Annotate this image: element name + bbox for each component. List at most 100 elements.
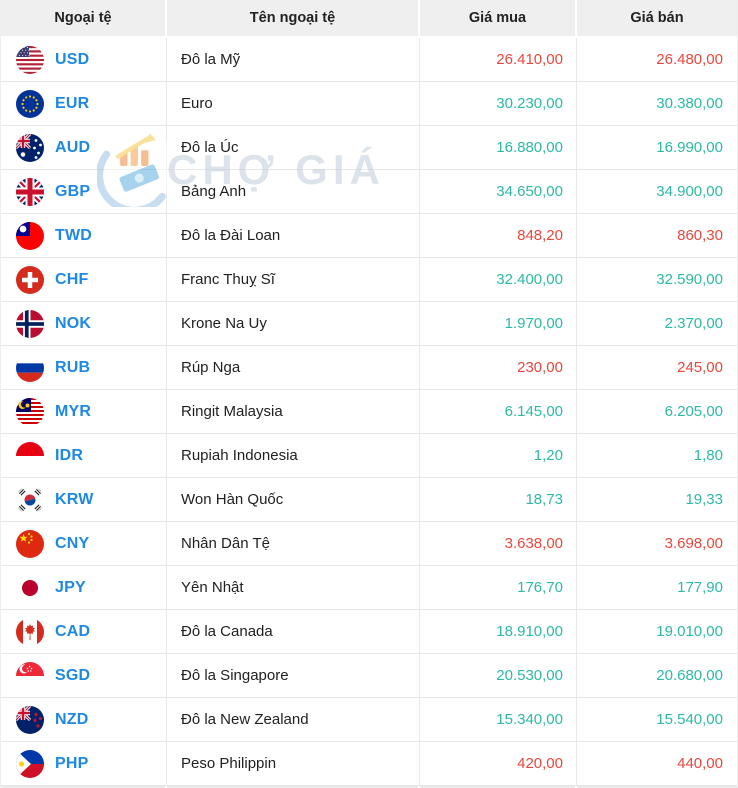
currency-cell: CNY <box>1 522 167 565</box>
currency-code[interactable]: RUB <box>55 358 91 376</box>
idr-flag-icon <box>16 441 44 470</box>
table-row: KRW Won Hàn Quốc 18,73 19,33 <box>1 478 737 522</box>
buy-price-cell: 230,00 <box>420 346 577 389</box>
currency-cell: TWD <box>1 214 167 257</box>
sell-price-cell: 20.680,00 <box>577 654 737 697</box>
buy-price: 6.145,00 <box>504 403 563 420</box>
buy-price-cell: 420,00 <box>420 742 577 785</box>
buy-price-cell: 176,70 <box>420 566 577 609</box>
currency-name: Krone Na Uy <box>181 315 267 332</box>
sell-price-cell: 32.590,00 <box>577 258 737 301</box>
currency-name: Yên Nhật <box>181 579 244 596</box>
currency-code[interactable]: TWD <box>55 226 93 244</box>
sell-price: 30.380,00 <box>656 95 723 112</box>
sell-price-cell: 6.205,00 <box>577 390 737 433</box>
currency-cell: MYR <box>1 390 167 433</box>
buy-price-cell: 18,73 <box>420 478 577 521</box>
table-row: SGD Đô la Singapore 20.530,00 20.680,00 <box>1 654 737 698</box>
buy-price: 848,20 <box>517 227 563 244</box>
currency-code[interactable]: AUD <box>55 138 91 156</box>
sell-price: 2.370,00 <box>664 315 723 332</box>
sell-price: 3.698,00 <box>664 535 723 552</box>
currency-code[interactable]: NZD <box>55 710 89 728</box>
currency-cell: GBP <box>1 170 167 213</box>
currency-code[interactable]: EUR <box>55 94 90 112</box>
buy-price: 3.638,00 <box>504 535 563 552</box>
sell-price: 26.480,00 <box>656 51 723 68</box>
next-header-strip <box>1 786 737 788</box>
currency-code[interactable]: USD <box>55 50 90 68</box>
currency-cell: PHP <box>1 742 167 785</box>
sell-price-cell: 19.010,00 <box>577 610 737 653</box>
buy-price: 16.880,00 <box>496 139 563 156</box>
buy-price-cell: 3.638,00 <box>420 522 577 565</box>
header-buy-price: Giá mua <box>420 0 575 36</box>
buy-price: 32.400,00 <box>496 271 563 288</box>
jpy-flag-icon <box>16 573 44 602</box>
currency-code[interactable]: IDR <box>55 446 84 464</box>
currency-code[interactable]: GBP <box>55 182 91 200</box>
sell-price: 1,80 <box>693 447 723 464</box>
buy-price: 1,20 <box>533 447 563 464</box>
buy-price-cell: 32.400,00 <box>420 258 577 301</box>
table-row: NOK Krone Na Uy 1.970,00 2.370,00 <box>1 302 737 346</box>
currency-name-cell: Ringit Malaysia <box>167 390 420 433</box>
sgd-flag-icon <box>16 661 44 690</box>
sell-price: 16.990,00 <box>656 139 723 156</box>
table-body: USD Đô la Mỹ 26.410,00 26.480,00 EUR Eur… <box>1 38 737 786</box>
currency-code[interactable]: CHF <box>55 270 89 288</box>
table-row: TWD Đô la Đài Loan 848,20 860,30 <box>1 214 737 258</box>
currency-code[interactable]: MYR <box>55 402 92 420</box>
currency-code[interactable]: NOK <box>55 314 92 332</box>
currency-name: Nhân Dân Tệ <box>181 535 270 552</box>
currency-code[interactable]: CNY <box>55 534 90 552</box>
currency-name: Rupiah Indonesia <box>181 447 298 464</box>
table-row: JPY Yên Nhật 176,70 177,90 <box>1 566 737 610</box>
eur-flag-icon <box>16 89 44 118</box>
currency-cell: NOK <box>1 302 167 345</box>
buy-price: 1.970,00 <box>504 315 563 332</box>
table-row: USD Đô la Mỹ 26.410,00 26.480,00 <box>1 38 737 82</box>
currency-name-cell: Yên Nhật <box>167 566 420 609</box>
currency-name-cell: Đô la Úc <box>167 126 420 169</box>
currency-cell: JPY <box>1 566 167 609</box>
buy-price-cell: 848,20 <box>420 214 577 257</box>
table-row: CHF Franc Thuỵ Sĩ 32.400,00 32.590,00 <box>1 258 737 302</box>
buy-price: 15.340,00 <box>496 711 563 728</box>
currency-code[interactable]: PHP <box>55 754 89 772</box>
buy-price-cell: 16.880,00 <box>420 126 577 169</box>
currency-code[interactable]: KRW <box>55 490 94 508</box>
currency-name: Bảng Anh <box>181 183 247 200</box>
table-row: RUB Rúp Nga 230,00 245,00 <box>1 346 737 390</box>
currency-cell: IDR <box>1 434 167 477</box>
cny-flag-icon <box>16 529 44 558</box>
sell-price: 15.540,00 <box>656 711 723 728</box>
table-row: NZD Đô la New Zealand 15.340,00 15.540,0… <box>1 698 737 742</box>
currency-code[interactable]: JPY <box>55 578 86 596</box>
currency-name-cell: Euro <box>167 82 420 125</box>
table-row: PHP Peso Philippin 420,00 440,00 <box>1 742 737 786</box>
currency-cell: CAD <box>1 610 167 653</box>
cad-flag-icon <box>16 617 44 646</box>
myr-flag-icon <box>16 397 44 426</box>
currency-name-cell: Nhân Dân Tệ <box>167 522 420 565</box>
rub-flag-icon <box>16 353 44 382</box>
buy-price: 18.910,00 <box>496 623 563 640</box>
currency-cell: USD <box>1 38 167 81</box>
currency-code[interactable]: SGD <box>55 666 91 684</box>
currency-name-cell: Won Hàn Quốc <box>167 478 420 521</box>
sell-price-cell: 440,00 <box>577 742 737 785</box>
buy-price: 26.410,00 <box>496 51 563 68</box>
currency-name: Đô la Mỹ <box>181 51 241 68</box>
currency-name-cell: Đô la Đài Loan <box>167 214 420 257</box>
buy-price-cell: 18.910,00 <box>420 610 577 653</box>
sell-price-cell: 34.900,00 <box>577 170 737 213</box>
buy-price: 230,00 <box>517 359 563 376</box>
nzd-flag-icon <box>16 705 44 734</box>
sell-price-cell: 3.698,00 <box>577 522 737 565</box>
currency-name: Euro <box>181 95 213 112</box>
currency-cell: NZD <box>1 698 167 741</box>
sell-price-cell: 16.990,00 <box>577 126 737 169</box>
currency-code[interactable]: CAD <box>55 622 91 640</box>
